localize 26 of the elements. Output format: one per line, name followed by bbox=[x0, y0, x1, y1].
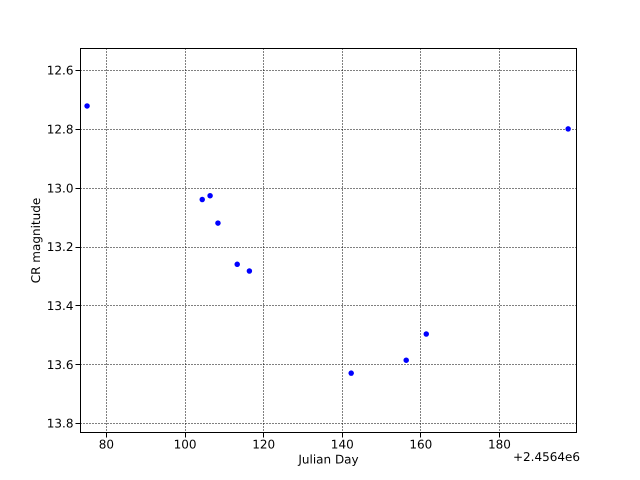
x-tick-label: 180 bbox=[488, 438, 511, 452]
point bbox=[234, 262, 240, 268]
x-axis-title: Julian Day bbox=[297, 452, 359, 466]
point bbox=[84, 103, 90, 109]
x-tick-label: 100 bbox=[174, 438, 196, 452]
y-tick-label: 12.8 bbox=[46, 122, 74, 136]
y-axis-title: CR magnitude bbox=[28, 198, 43, 284]
point bbox=[199, 196, 205, 202]
x-tick-label: 140 bbox=[330, 438, 354, 452]
point bbox=[403, 357, 409, 363]
point bbox=[348, 370, 354, 376]
point bbox=[207, 192, 213, 198]
x-tick-label: 160 bbox=[409, 438, 432, 452]
x-tick-label: 80 bbox=[98, 438, 114, 452]
y-tick-label: 12.6 bbox=[46, 64, 74, 78]
y-tick-label: 13.8 bbox=[46, 416, 74, 431]
point bbox=[565, 126, 571, 132]
x-tick-label: 120 bbox=[252, 438, 276, 452]
y-tick-label: 13.6 bbox=[46, 358, 74, 372]
point bbox=[215, 220, 221, 226]
text: +2.4564e6 bbox=[512, 450, 580, 464]
y-tick-label: 13.0 bbox=[46, 181, 74, 196]
point bbox=[246, 268, 252, 274]
y-tick-label: 13.2 bbox=[46, 240, 74, 254]
point bbox=[424, 331, 429, 337]
y-tick-label: 13.4 bbox=[46, 298, 74, 313]
